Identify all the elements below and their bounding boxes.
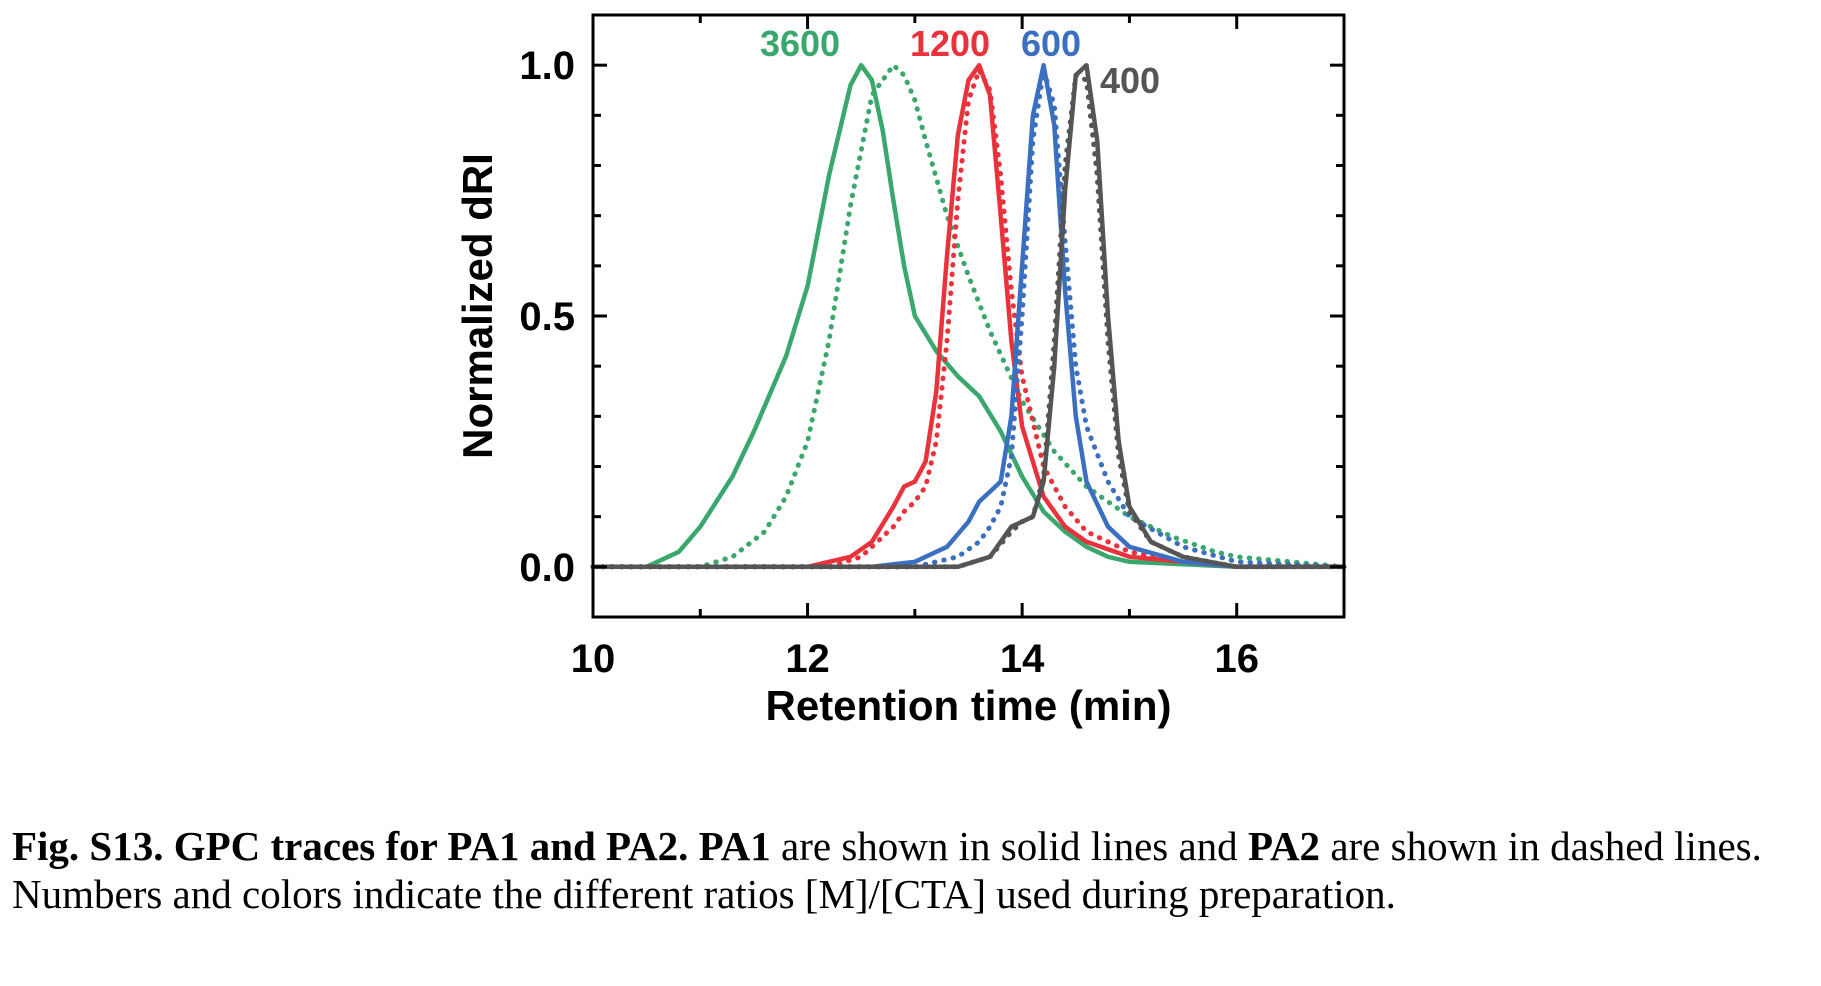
x-tick-label: 10 xyxy=(571,637,616,681)
series-line-1200-solid xyxy=(590,62,1347,570)
caption-text-2: are shown in dashed lines. Numbers and c… xyxy=(12,823,1762,917)
y-tick-label: 0.0 xyxy=(519,546,575,590)
series-number-label-400: 400 xyxy=(1100,60,1160,101)
series-line-600-solid xyxy=(590,62,1347,570)
x-tick-label: 12 xyxy=(785,637,830,681)
series-line-400-solid xyxy=(590,62,1347,570)
series-number-label-600: 600 xyxy=(1021,23,1081,64)
series-line-1200-dashed xyxy=(590,67,1347,570)
caption-label: Fig. S13. GPC traces for PA1 and PA2. xyxy=(12,823,689,869)
series-line-600-dashed xyxy=(590,67,1347,570)
y-axis-title: Normalized dRI xyxy=(454,153,501,459)
y-tick-label: 0.5 xyxy=(519,295,575,339)
plot-area: 10 12 14 16 0.0 0.5 1.0 3600 1200 600 400 xyxy=(519,13,1347,681)
x-tick-label: 14 xyxy=(1000,637,1045,681)
series-number-label-1200: 1200 xyxy=(910,23,990,64)
x-axis-title: Retention time (min) xyxy=(766,682,1172,729)
series-line-3600-dashed xyxy=(590,62,1347,570)
caption-pa2: PA2 xyxy=(1247,823,1321,869)
caption-text-1: are shown in solid lines and xyxy=(770,823,1248,869)
caption-pa1: PA1 xyxy=(698,823,771,869)
x-tick-label: 16 xyxy=(1214,637,1259,681)
series-line-400-dashed xyxy=(590,72,1347,570)
figure-caption: Fig. S13. GPC traces for PA1 and PA2. PA… xyxy=(12,822,1812,918)
series-number-label-3600: 3600 xyxy=(760,23,840,64)
series-line-3600-solid xyxy=(590,62,1347,570)
y-tick-label: 1.0 xyxy=(519,44,575,88)
